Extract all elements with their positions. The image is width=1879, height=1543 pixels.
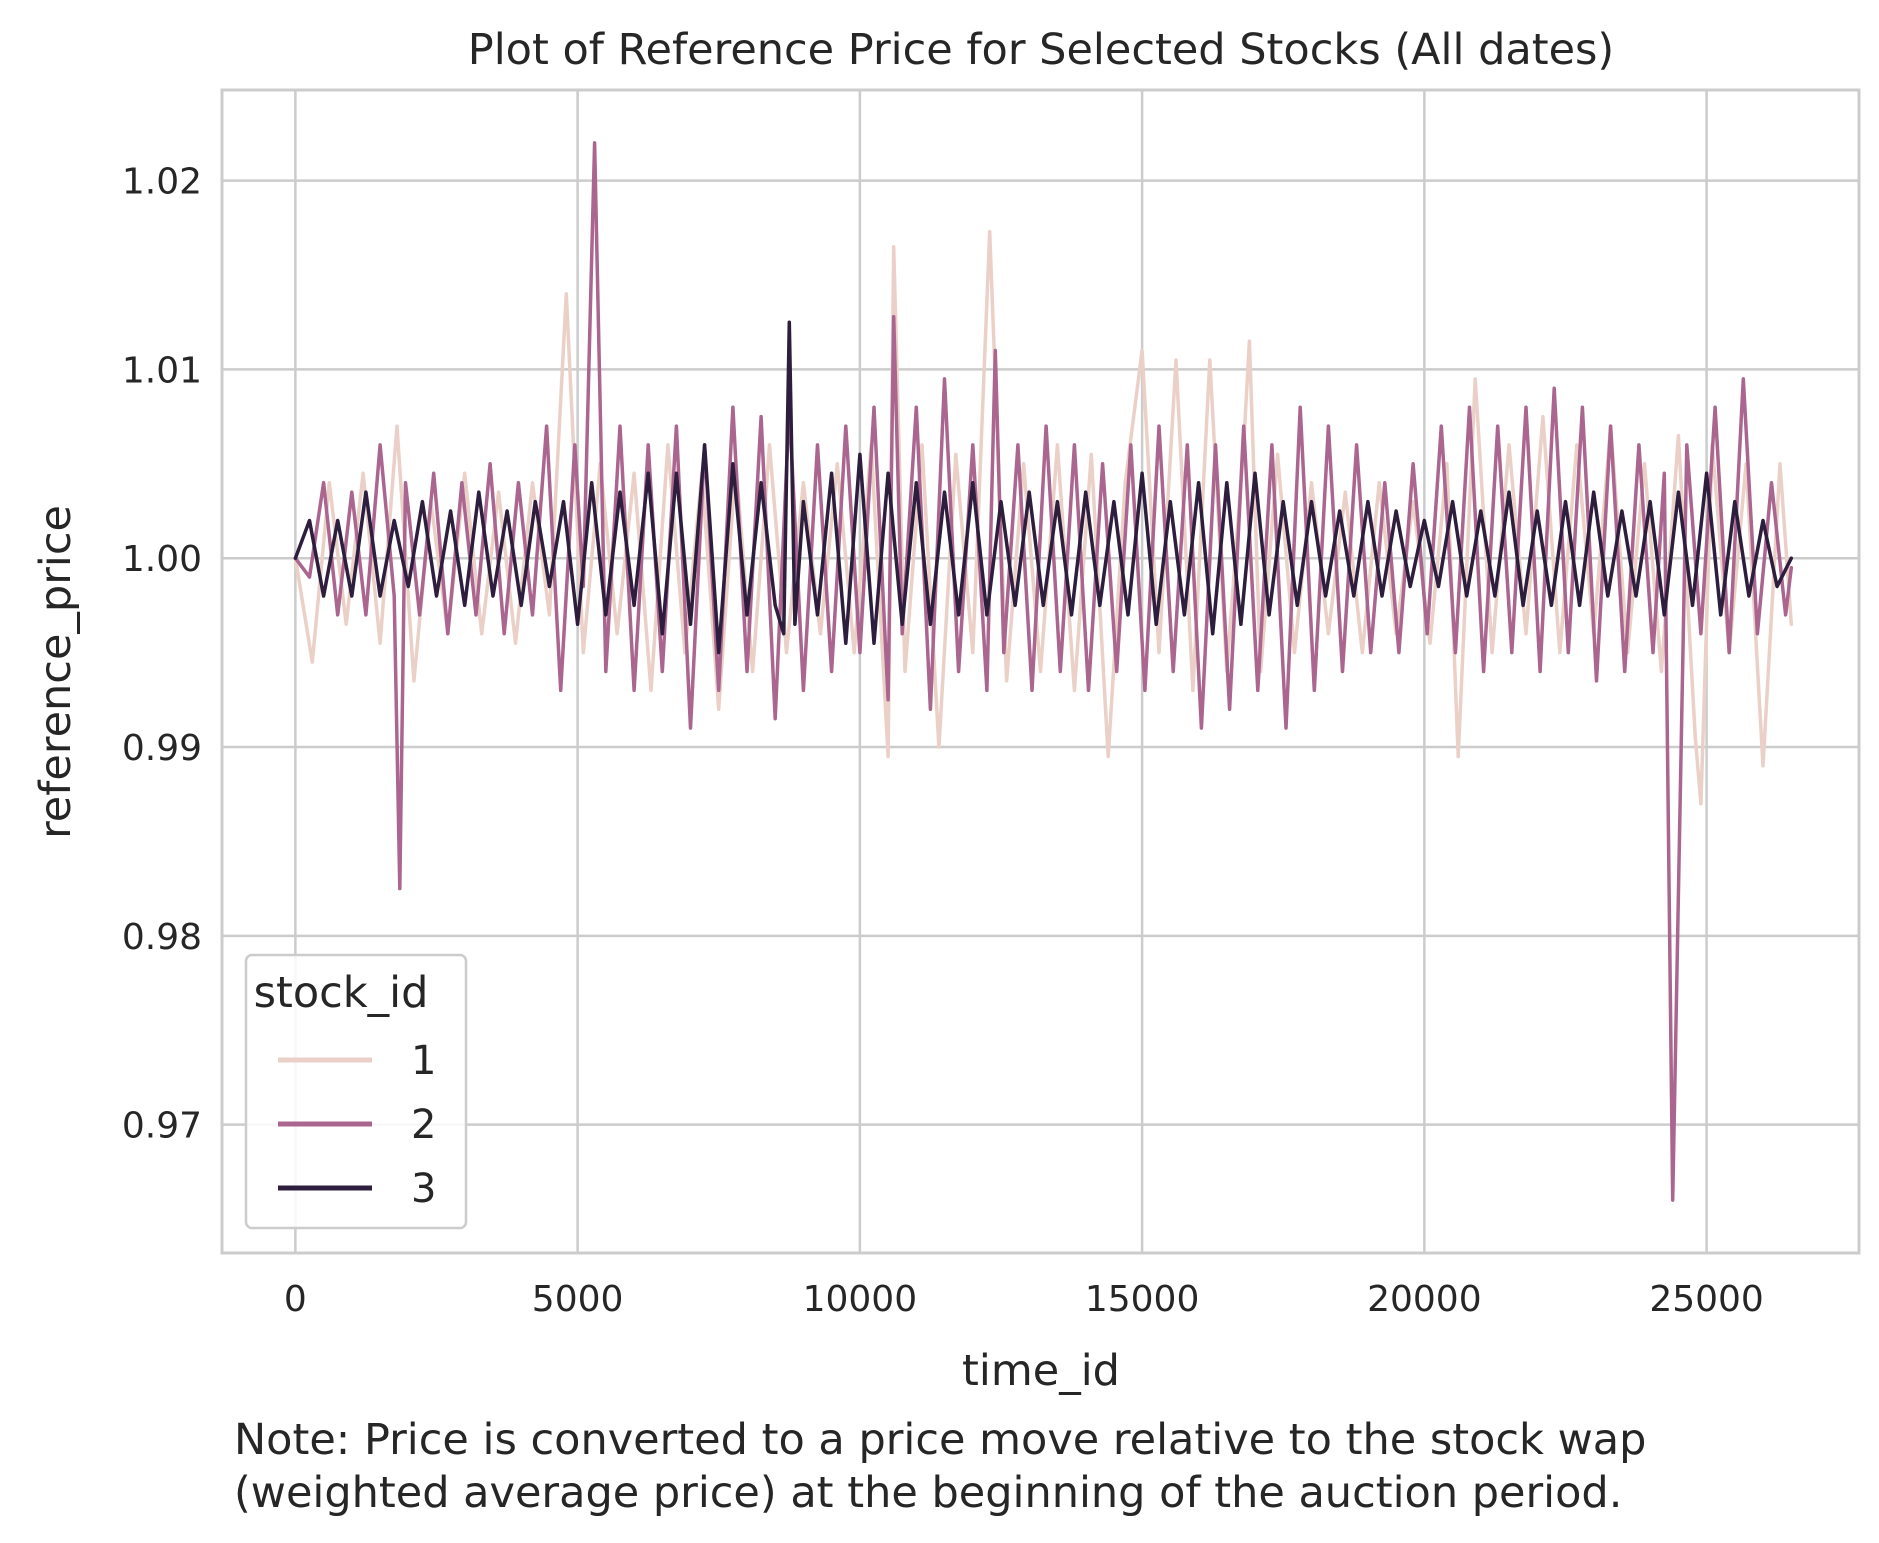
x-axis-ticks: 0 5000 10000 15000 20000 25000 [284, 1279, 1764, 1320]
chart-note-line-2: (weighted average price) at the beginnin… [234, 1468, 1623, 1518]
chart-note-line-1: Note: Price is converted to a price move… [234, 1415, 1647, 1465]
legend-label-1: 1 [411, 1038, 436, 1084]
series-line-3 [293, 320, 1794, 655]
y-tick-label: 0.99 [122, 728, 202, 769]
x-tick-label: 25000 [1649, 1279, 1764, 1320]
legend: stock_id 1 2 3 [244, 953, 468, 1230]
x-tick-label: 15000 [1085, 1279, 1200, 1320]
legend-label-3: 3 [411, 1166, 436, 1212]
legend-title: stock_id [254, 968, 429, 1018]
chart-note: Note: Price is converted to a price move… [234, 1414, 1646, 1520]
y-tick-label: 0.97 [122, 1106, 202, 1147]
series-lines [293, 141, 1794, 1202]
legend-box [244, 953, 468, 1230]
x-axis-label: time_id [962, 1346, 1120, 1396]
x-tick-label: 10000 [803, 1279, 918, 1320]
x-tick-label: 5000 [532, 1279, 624, 1320]
y-tick-label: 1.01 [122, 350, 202, 391]
chart-title: Plot of Reference Price for Selected Sto… [468, 25, 1614, 75]
x-tick-label: 0 [284, 1279, 307, 1320]
series-line-2 [293, 141, 1794, 1202]
legend-label-2: 2 [411, 1102, 436, 1148]
y-tick-label: 1.00 [122, 539, 202, 580]
x-tick-label: 20000 [1367, 1279, 1482, 1320]
legend-entries: 1 2 3 [278, 1038, 436, 1212]
plot-area-frame [220, 88, 1861, 1255]
y-axis-label: reference_price [31, 505, 81, 839]
y-axis-ticks: 0.97 0.98 0.99 1.00 1.01 1.02 [122, 162, 202, 1147]
y-tick-label: 1.02 [122, 162, 202, 203]
y-tick-label: 0.98 [122, 917, 202, 958]
